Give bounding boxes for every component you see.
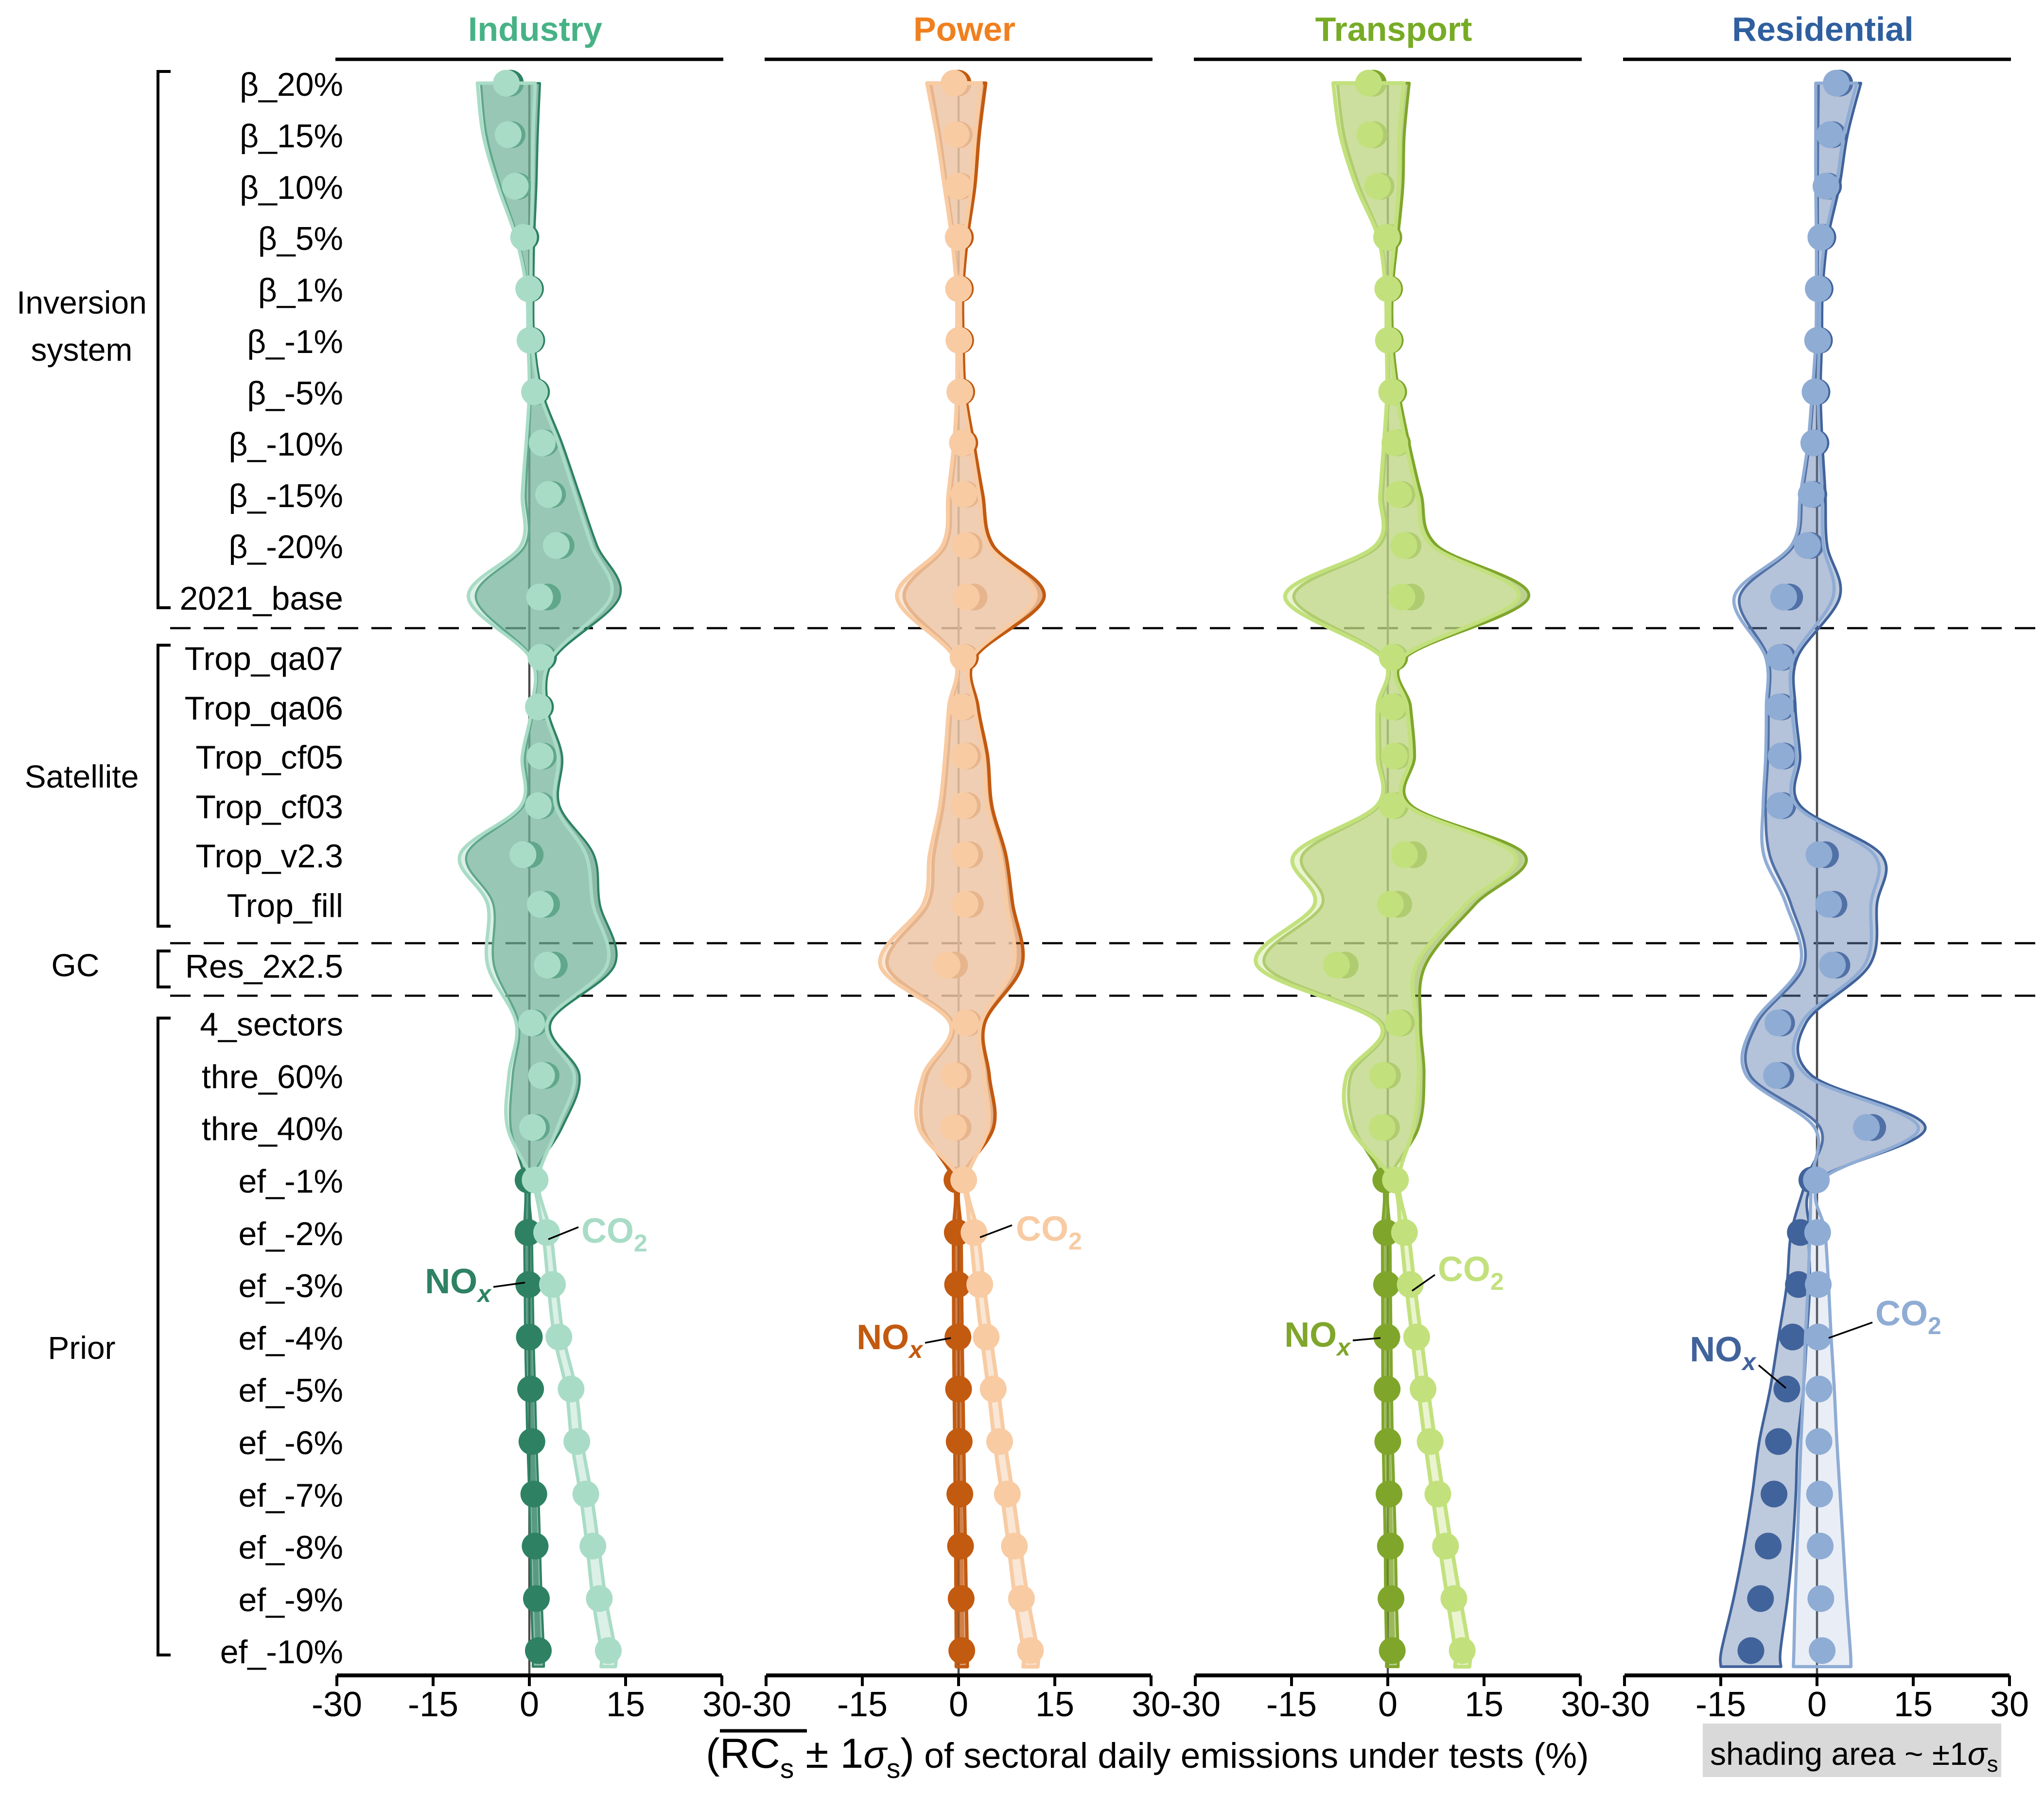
svg-text:ef_-5%: ef_-5% bbox=[239, 1372, 343, 1409]
svg-text:β_15%: β_15% bbox=[240, 118, 343, 155]
svg-text:15: 15 bbox=[1465, 1685, 1503, 1724]
svg-text:β_5%: β_5% bbox=[258, 220, 343, 257]
svg-text:ef_-2%: ef_-2% bbox=[239, 1215, 343, 1252]
svg-text:0: 0 bbox=[1378, 1685, 1398, 1724]
svg-text:ef_-10%: ef_-10% bbox=[220, 1634, 343, 1671]
svg-text:Trop_cf05: Trop_cf05 bbox=[195, 739, 343, 776]
svg-text:β_-5%: β_-5% bbox=[247, 375, 343, 412]
svg-text:-15: -15 bbox=[1266, 1685, 1317, 1724]
svg-text:(RCs ± 1σs) of sectoral daily: (RCs ± 1σs) of sectoral daily emissions … bbox=[706, 1730, 1589, 1784]
svg-text:β_-15%: β_-15% bbox=[228, 477, 343, 514]
svg-text:Transport: Transport bbox=[1315, 10, 1472, 48]
svg-text:ef_-9%: ef_-9% bbox=[239, 1582, 343, 1619]
svg-text:β_-1%: β_-1% bbox=[247, 323, 343, 360]
svg-text:Industry: Industry bbox=[468, 10, 602, 48]
svg-text:NOx: NOx bbox=[1690, 1330, 1757, 1375]
svg-text:GC: GC bbox=[52, 947, 100, 983]
svg-text:15: 15 bbox=[1035, 1685, 1074, 1724]
svg-text:-15: -15 bbox=[1695, 1685, 1746, 1724]
svg-text:ef_-1%: ef_-1% bbox=[239, 1163, 343, 1200]
svg-text:Trop_qa07: Trop_qa07 bbox=[185, 640, 343, 677]
svg-text:0: 0 bbox=[520, 1685, 539, 1724]
svg-text:Residential: Residential bbox=[1732, 10, 1913, 48]
svg-text:Inversion: Inversion bbox=[17, 284, 147, 320]
svg-text:Res_2x2.5: Res_2x2.5 bbox=[185, 948, 343, 985]
svg-text:Trop_cf03: Trop_cf03 bbox=[195, 789, 343, 826]
svg-text:ef_-3%: ef_-3% bbox=[239, 1267, 343, 1304]
svg-text:15: 15 bbox=[1894, 1685, 1933, 1724]
svg-text:β_20%: β_20% bbox=[240, 66, 343, 103]
svg-text:-15: -15 bbox=[408, 1685, 458, 1724]
svg-text:30: 30 bbox=[1132, 1685, 1170, 1724]
svg-text:thre_40%: thre_40% bbox=[202, 1110, 343, 1147]
svg-text:15: 15 bbox=[606, 1685, 645, 1724]
svg-text:-30: -30 bbox=[312, 1685, 362, 1724]
svg-text:CO2: CO2 bbox=[581, 1212, 647, 1257]
svg-text:-15: -15 bbox=[837, 1685, 888, 1724]
svg-text:0: 0 bbox=[949, 1685, 968, 1724]
svg-text:30: 30 bbox=[702, 1685, 741, 1724]
svg-text:-30: -30 bbox=[741, 1685, 791, 1724]
svg-text:β_-10%: β_-10% bbox=[228, 426, 343, 463]
svg-text:system: system bbox=[31, 332, 132, 368]
svg-text:ef_-7%: ef_-7% bbox=[239, 1477, 343, 1514]
svg-text:-30: -30 bbox=[1170, 1685, 1221, 1724]
svg-text:4_sectors: 4_sectors bbox=[200, 1006, 343, 1043]
svg-text:Trop_qa06: Trop_qa06 bbox=[185, 690, 343, 727]
svg-text:β_1%: β_1% bbox=[258, 272, 343, 309]
svg-text:0: 0 bbox=[1807, 1685, 1827, 1724]
svg-text:ef_-4%: ef_-4% bbox=[239, 1320, 343, 1357]
svg-text:ef_-6%: ef_-6% bbox=[239, 1425, 343, 1461]
svg-text:shading area ~ ±1σs: shading area ~ ±1σs bbox=[1710, 1736, 1998, 1777]
svg-text:2021_base: 2021_base bbox=[179, 580, 343, 617]
svg-text:β_10%: β_10% bbox=[240, 169, 343, 206]
svg-text:-30: -30 bbox=[1599, 1685, 1650, 1724]
svg-text:Power: Power bbox=[913, 10, 1015, 48]
svg-text:Trop_v2.3: Trop_v2.3 bbox=[195, 838, 343, 875]
svg-text:β_-20%: β_-20% bbox=[228, 528, 343, 565]
svg-text:NOx: NOx bbox=[856, 1318, 924, 1363]
svg-text:30: 30 bbox=[1990, 1685, 2029, 1724]
svg-text:Trop_fill: Trop_fill bbox=[227, 887, 343, 924]
svg-text:Satellite: Satellite bbox=[25, 758, 139, 794]
svg-text:30: 30 bbox=[1561, 1685, 1600, 1724]
svg-text:ef_-8%: ef_-8% bbox=[239, 1529, 343, 1566]
svg-text:Prior: Prior bbox=[48, 1330, 115, 1366]
svg-text:thre_60%: thre_60% bbox=[202, 1058, 343, 1095]
